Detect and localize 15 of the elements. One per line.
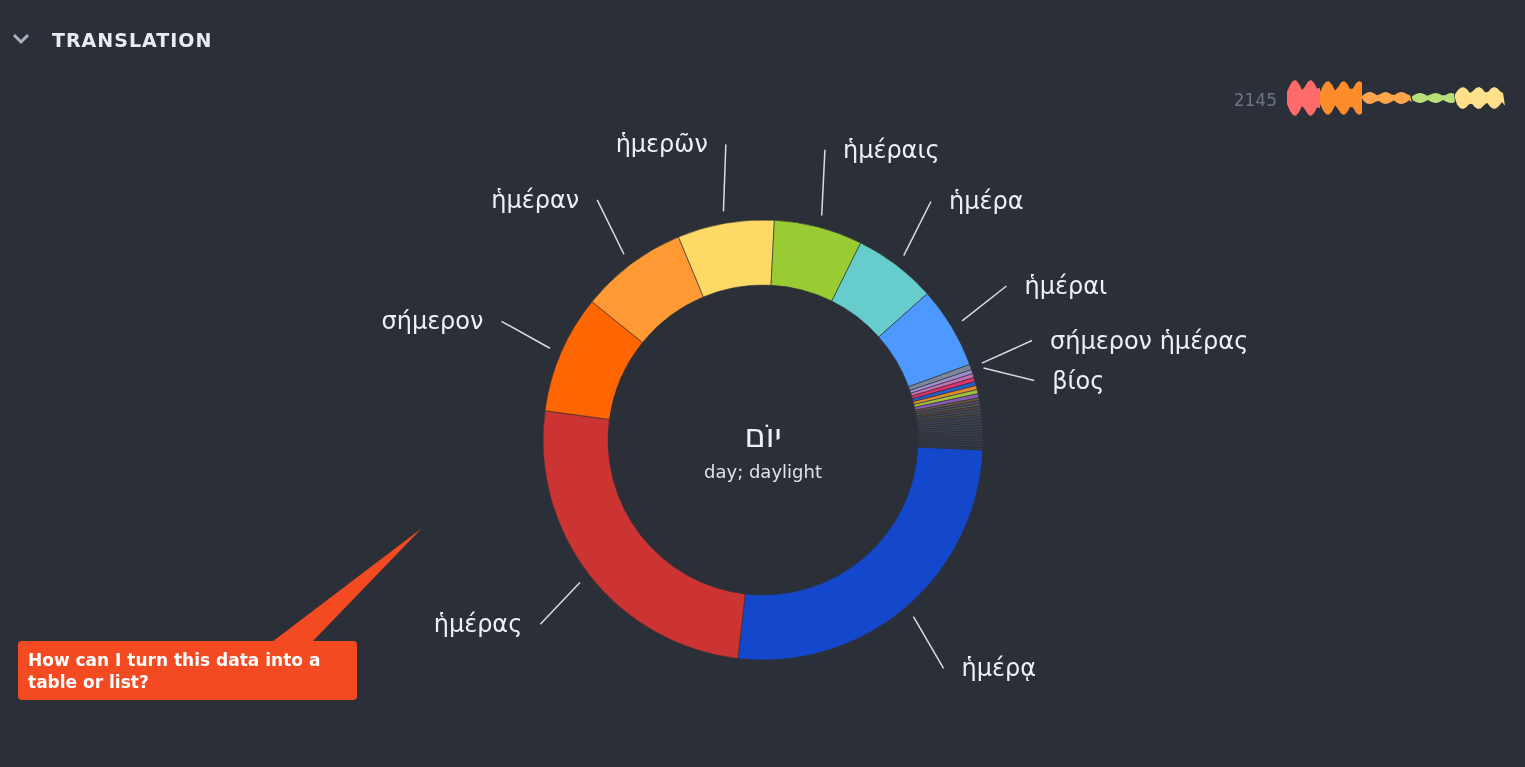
slice-label: σήμερον xyxy=(381,307,484,336)
text: יוֹם xyxy=(744,417,782,455)
text: How can I turn this data into a table or list? xyxy=(28,650,321,692)
slice-label: ἡμερῶν xyxy=(615,130,708,159)
slice-label: ἡμέραι xyxy=(1024,272,1108,301)
text: TRANSLATION xyxy=(52,29,213,51)
slice-label: βίος xyxy=(1052,366,1105,395)
slice-label: ἡμέρᾳ xyxy=(961,654,1037,683)
slice-label: σήμερον ἡμέρας xyxy=(1050,326,1249,355)
slice-label: ἡμέρας xyxy=(433,610,523,639)
slice-label: ἡμέραις xyxy=(842,135,940,164)
slice-label: ἡμέραν xyxy=(491,185,580,214)
text: 2145 xyxy=(1233,90,1277,110)
slice-label: ἡμέρα xyxy=(948,187,1024,216)
text: day; daylight xyxy=(704,461,822,482)
